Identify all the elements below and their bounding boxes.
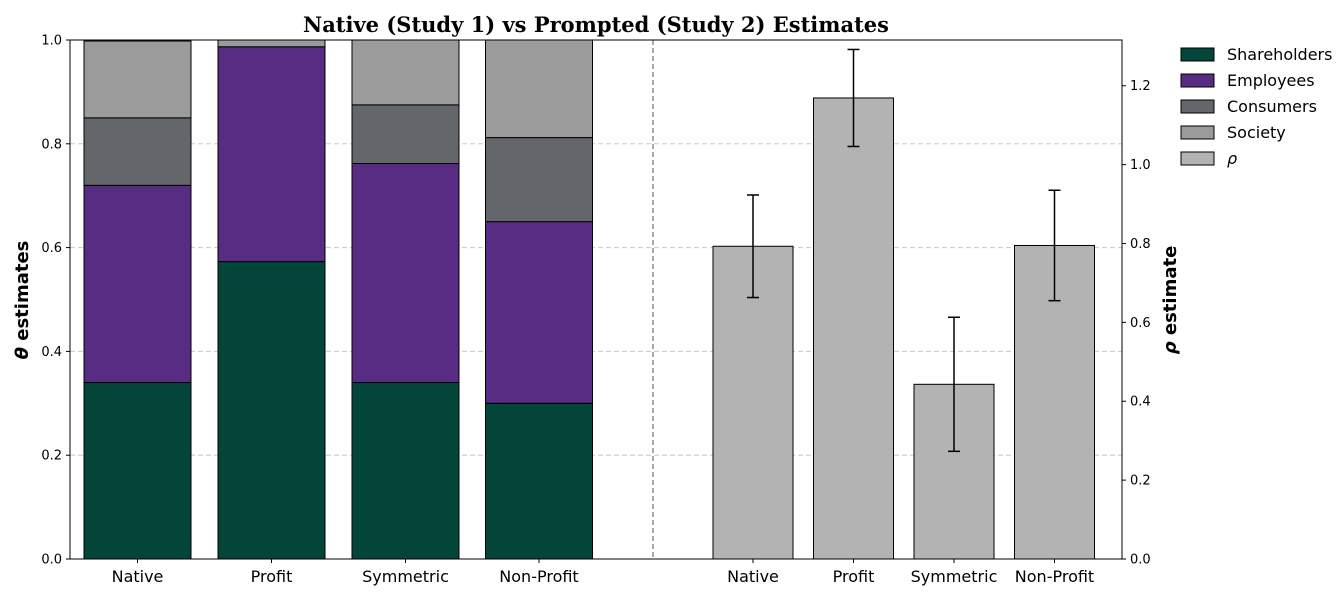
bar-society-native <box>83 40 192 119</box>
legend-swatch-employees <box>1180 73 1215 88</box>
legend-swatch-consumers <box>1180 99 1215 114</box>
x-label-left-non-profit: Non-Profit <box>499 567 578 586</box>
left-y-axis-symbol: θ <box>12 347 33 359</box>
left-y-tick-label: 1.0 <box>41 34 62 49</box>
x-label-right-native: Native <box>727 567 779 586</box>
left-y-tick-label: 0.0 <box>41 553 62 568</box>
legend-swatch-shareholders <box>1180 47 1215 62</box>
x-label-right-symmetric: Symmetric <box>911 567 998 586</box>
bar-shareholders-native <box>83 382 192 560</box>
x-label-right-profit: Profit <box>833 567 875 586</box>
right-y-tick-label: 0.8 <box>1130 237 1151 252</box>
left-y-tick-label: 0.6 <box>41 241 62 256</box>
plot-frame <box>69 39 1123 560</box>
bar-shareholders-profit <box>217 261 326 560</box>
chart-title: Native (Study 1) vs Prompted (Study 2) E… <box>303 12 889 37</box>
right-y-axis-title: ρ estimate <box>1160 246 1181 355</box>
x-label-right-non-profit: Non-Profit <box>1015 567 1094 586</box>
bar-consumers-symmetric <box>351 104 460 165</box>
rho-bar-group <box>712 97 1095 560</box>
bar-consumers-native <box>83 117 192 186</box>
bar-rho-profit <box>813 97 894 560</box>
left-y-tick-label: 0.2 <box>41 449 62 464</box>
legend-label-consumers: Consumers <box>1227 97 1317 116</box>
right-y-axis: 0.0 0.2 0.4 0.6 0.8 1.0 1.2 <box>1122 79 1151 568</box>
left-y-tick-label: 0.4 <box>41 345 62 360</box>
legend-swatch-rho <box>1180 151 1215 166</box>
left-y-tick-label: 0.8 <box>41 137 62 152</box>
legend: Shareholders Employees Consumers Society ρ <box>1180 45 1332 168</box>
right-y-tick-label: 1.0 <box>1130 158 1151 173</box>
legend-label-shareholders: Shareholders <box>1227 45 1332 64</box>
error-bar-group <box>747 48 1061 453</box>
right-y-tick-label: 0.0 <box>1130 553 1151 568</box>
legend-swatch-society <box>1180 125 1215 140</box>
left-y-axis-text: estimates <box>12 241 33 347</box>
x-axis-labels: Native Profit Symmetric Non-Profit Native Pro… <box>112 559 1094 586</box>
bar-employees-native <box>83 184 192 384</box>
legend-label-society: Society <box>1227 123 1286 142</box>
x-label-left-native: Native <box>112 567 164 586</box>
right-y-tick-label: 0.4 <box>1130 395 1151 410</box>
right-y-tick-label: 1.2 <box>1130 79 1151 94</box>
x-label-left-symmetric: Symmetric <box>362 567 449 586</box>
bar-employees-non-profit <box>485 221 593 404</box>
bar-employees-profit <box>217 46 326 263</box>
bar-shareholders-non-profit <box>485 402 593 560</box>
right-y-tick-label: 0.6 <box>1130 316 1151 331</box>
left-y-axis-title: θ estimates <box>12 241 33 360</box>
bar-employees-symmetric <box>351 163 460 384</box>
right-y-axis-text: estimate <box>1160 246 1181 342</box>
stacked-bar-group <box>83 39 593 560</box>
left-y-axis: 0.0 0.2 0.4 0.6 0.8 1.0 <box>41 34 70 568</box>
legend-label-rho: ρ <box>1227 149 1237 168</box>
bar-society-profit <box>217 39 326 48</box>
bar-society-symmetric <box>351 39 460 106</box>
bar-shareholders-symmetric <box>351 382 460 560</box>
bar-consumers-non-profit <box>485 137 593 223</box>
bar-society-non-profit <box>485 39 593 139</box>
x-label-left-profit: Profit <box>251 567 293 586</box>
right-y-tick-label: 0.2 <box>1130 474 1151 489</box>
right-y-axis-symbol: ρ <box>1160 341 1181 354</box>
legend-label-employees: Employees <box>1227 71 1315 90</box>
